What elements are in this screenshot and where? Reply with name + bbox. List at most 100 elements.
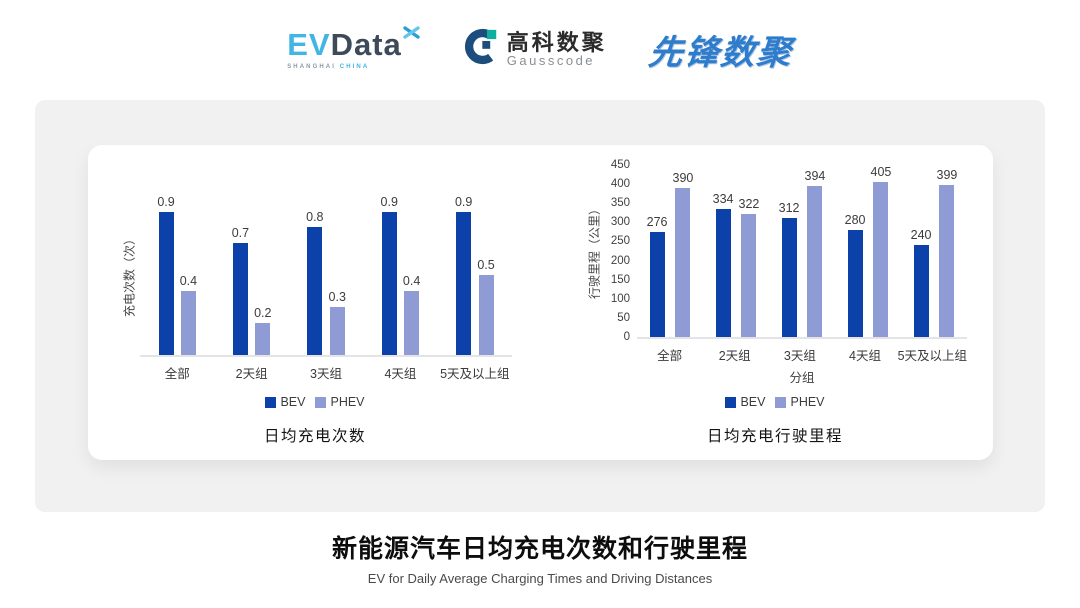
gausscode-name-cn: 高科数聚	[506, 29, 607, 55]
bar-group: 240 399	[901, 165, 967, 337]
bar-value-label: 0.9	[454, 195, 473, 209]
bar-value-label: 240	[910, 228, 932, 243]
evdata-logo-data: Data	[330, 26, 402, 62]
bev-bar	[847, 229, 863, 337]
bar-value-label: 399	[936, 167, 958, 182]
bar-value-label: 0.9	[157, 195, 175, 209]
phev-bar	[675, 187, 691, 337]
gausscode-g-icon	[462, 28, 499, 70]
category-label: 2天组	[718, 349, 751, 363]
bar-value-label: 280	[844, 212, 866, 227]
legend-item-bev: BEV	[725, 395, 765, 409]
phev-bar	[329, 307, 345, 355]
main-title: 新能源汽车日均充电次数和行驶里程	[331, 535, 748, 563]
footer: 新能源汽车日均充电次数和行驶里程 EV for Daily Average Ch…	[0, 529, 1080, 586]
category-label: 全部	[164, 367, 190, 381]
phev-bar	[807, 186, 823, 337]
phev-bar	[404, 291, 420, 355]
xianfeng-logo: 先锋数聚	[646, 33, 795, 72]
bev-bar	[649, 231, 665, 337]
phev-bar	[939, 184, 955, 337]
legend-item-phev: PHEV	[775, 395, 825, 409]
tick-label: 100	[610, 292, 630, 305]
tick-label: 400	[610, 178, 630, 191]
bar-value-label: 0.7	[231, 226, 250, 240]
bar-value-label: 0.3	[328, 290, 346, 304]
chart-title: 日均充电行驶里程	[706, 428, 843, 445]
bar-group: 334 322	[703, 165, 769, 337]
bev-bar	[781, 217, 797, 337]
category-label: 4天组	[849, 349, 881, 363]
category-row: 全部 2天组 3天组 4天组 5天及以上组	[140, 355, 512, 382]
tick-label: 450	[610, 159, 630, 171]
bar-group: 0.9 0.5	[438, 195, 512, 355]
evdata-logo-ev: EV	[287, 26, 331, 62]
bar-group: 0.8 0.3	[289, 195, 363, 355]
bev-bar	[232, 243, 248, 355]
category-label: 3天组	[310, 367, 342, 381]
subtitle: EV for Daily Average Charging Times and …	[367, 571, 713, 586]
phev-bar	[180, 291, 196, 355]
phev-bar	[255, 323, 271, 355]
tick-label: 50	[617, 311, 630, 324]
bar-group: 0.9 0.4	[140, 195, 214, 355]
plot-area: 276 390 334 322 312 394 280 405 240 399	[637, 165, 967, 339]
tick-column: 0 50 100 150 200 250 300 350 400 450	[605, 159, 637, 343]
bev-bar	[456, 212, 472, 355]
propeller-x-icon	[403, 25, 420, 44]
tick-label: 150	[610, 273, 630, 286]
tick-label: 350	[610, 197, 630, 210]
bar-value-label: 312	[778, 200, 800, 215]
tick-label: 200	[610, 254, 630, 267]
bev-bar	[715, 209, 731, 337]
category-label: 2天组	[235, 367, 268, 381]
phev-swatch-icon	[775, 396, 787, 408]
category-label: 3天组	[783, 349, 816, 363]
charts-card: 充电次数（次） 0.9 0.4 0.7 0.2 0.8 0.3 0.9 0.4 0.9 0.5 全…	[88, 145, 993, 460]
legend-item-phev: PHEV	[315, 395, 365, 409]
category-label: 5天及以上组	[897, 349, 968, 363]
header-logos: EV Data SHANGHAI CHINA	[0, 16, 1080, 82]
bev-bar	[913, 245, 929, 337]
y-axis-label: 充电次数（次）	[122, 232, 137, 318]
phev-bar	[741, 213, 757, 337]
bar-value-label: 0.8	[306, 210, 324, 224]
bar-value-label: 394	[804, 169, 826, 184]
bev-bar	[381, 212, 397, 355]
chart-daily-driving-distance: 行驶里程（公里） 0 50 100 150 200 250 300 350 400 450 276…	[583, 159, 968, 446]
category-label: 5天及以上组	[440, 367, 510, 381]
bar-group: 280 405	[835, 165, 901, 337]
phev-swatch-icon	[315, 396, 327, 408]
tick-label: 0	[623, 331, 630, 343]
bar-group: 276 390	[637, 165, 703, 337]
chart-daily-charging-times: 充电次数（次） 0.9 0.4 0.7 0.2 0.8 0.3 0.9 0.4 0.9 0.5 全…	[118, 165, 512, 446]
gausscode-name-en: Gausscode	[506, 52, 596, 68]
bar-value-label: 0.4	[402, 274, 421, 288]
tick-label: 250	[610, 235, 630, 248]
category-row: 全部 2天组 3天组 4天组 5天及以上组	[637, 337, 967, 364]
phev-bar	[873, 182, 889, 337]
bar-value-label: 390	[672, 170, 694, 185]
bev-swatch-icon	[265, 396, 277, 408]
legend: BEV PHEV	[725, 395, 825, 409]
bar-value-label: 322	[738, 196, 760, 211]
evdata-logo: EV Data SHANGHAI CHINA	[287, 25, 420, 70]
bar-value-label: 0.9	[380, 195, 398, 209]
plot-area: 0.9 0.4 0.7 0.2 0.8 0.3 0.9 0.4 0.9 0.5	[140, 195, 512, 357]
legend: BEV PHEV	[265, 395, 365, 409]
bev-swatch-icon	[725, 396, 737, 408]
bar-group: 312 394	[769, 165, 835, 337]
bar-value-label: 405	[870, 165, 892, 180]
bar-value-label: 0.4	[179, 274, 198, 288]
evdata-tagline: SHANGHAI CHINA	[287, 63, 370, 70]
x-axis-label: 分组	[789, 371, 815, 385]
legend-item-bev: BEV	[265, 395, 305, 409]
bar-value-label: 334	[712, 192, 734, 207]
bar-group: 0.9 0.4	[363, 195, 437, 355]
bar-group: 0.7 0.2	[214, 195, 288, 355]
y-axis-label: 行驶里程（公里）	[587, 202, 602, 300]
bev-bar	[307, 227, 323, 355]
gausscode-logo: 高科数聚 Gausscode	[462, 28, 607, 70]
tick-label: 300	[610, 216, 630, 229]
chart-title: 日均充电次数	[263, 428, 366, 445]
